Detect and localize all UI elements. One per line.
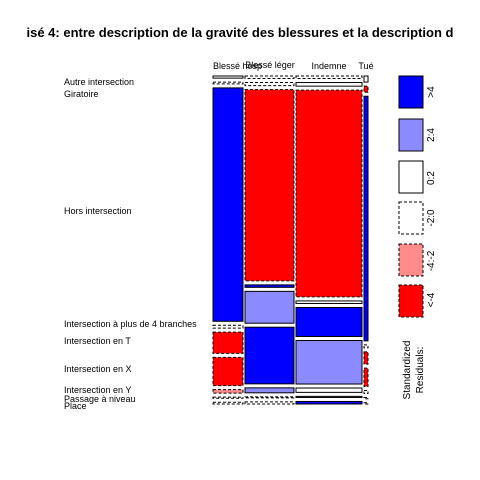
legend-swatch — [399, 285, 423, 317]
legend-swatch — [399, 161, 423, 193]
legend-label-neg4-neg2: -4:-2 — [426, 250, 437, 271]
mosaic-tiles — [213, 76, 368, 404]
mosaic-tile — [364, 76, 368, 82]
legend-title-line2: Residuals: — [415, 347, 426, 394]
mosaic-tile — [213, 332, 243, 353]
mosaic-tile — [296, 76, 362, 79]
legend: >4 2:4 0:2 -2:0 -4:-2 <-4 Standardized R… — [399, 76, 437, 399]
mosaic-tile — [213, 76, 243, 78]
mosaic-tile — [296, 307, 362, 336]
row-labels: Autre intersection Giratoire Hors inters… — [64, 77, 197, 411]
mosaic-tile — [245, 82, 294, 85]
mosaic-tile — [245, 388, 294, 393]
mosaic-tile — [364, 368, 368, 386]
mosaic-tile — [245, 90, 294, 281]
mosaic-tile — [296, 340, 362, 384]
legend-label-2-4: 2:4 — [426, 128, 437, 142]
legend-label-lt-neg4: <-4 — [426, 292, 437, 307]
chart-title: isé 4: entre description de la gravité d… — [27, 25, 454, 40]
legend-swatch — [399, 119, 423, 151]
mosaic-tile — [364, 345, 368, 348]
column-label-blesse-leger: Blessé léger — [245, 60, 295, 70]
column-label-tue: Tué — [358, 61, 373, 71]
mosaic-tile — [364, 86, 368, 92]
mosaic-tile — [245, 291, 294, 323]
row-label-autre-intersection: Autre intersection — [64, 77, 134, 87]
column-label-indemne: Indemne — [311, 61, 346, 71]
mosaic-tile — [364, 352, 368, 364]
mosaic-tile — [296, 396, 362, 397]
legend-label-gt4: >4 — [426, 86, 437, 98]
legend-swatch — [399, 202, 423, 234]
mosaic-tile — [296, 301, 362, 304]
mosaic-tile — [213, 390, 243, 394]
mosaic-tile — [213, 357, 243, 385]
mosaic-tile — [296, 90, 362, 297]
row-label-intersection-plus-4-branches: Intersection à plus de 4 branches — [64, 319, 197, 329]
mosaic-tile — [213, 397, 243, 398]
mosaic-tile — [364, 96, 368, 341]
mosaic-tile — [364, 398, 368, 399]
mosaic-tile — [364, 390, 368, 393]
legend-label-neg2-0: -2:0 — [426, 209, 437, 227]
row-label-intersection-en-t: Intersection en T — [64, 336, 131, 346]
legend-boxes — [399, 76, 423, 317]
mosaic-tile — [296, 388, 362, 392]
legend-swatch — [399, 76, 423, 108]
row-label-place: Place — [64, 401, 87, 411]
mosaic-tile — [245, 327, 294, 384]
mosaic-tile — [296, 83, 362, 87]
legend-swatch — [399, 244, 423, 276]
mosaic-tile — [245, 285, 294, 287]
mosaic-tile — [245, 397, 294, 398]
mosaic-tile — [245, 402, 294, 404]
row-label-giratoire: Giratoire — [64, 89, 99, 99]
mosaic-tile — [245, 76, 294, 78]
row-label-hors-intersection: Hors intersection — [64, 206, 132, 216]
mosaic-tile — [296, 401, 362, 404]
mosaic-tile — [364, 403, 368, 404]
mosaic-tile — [213, 88, 243, 321]
legend-title-line1: Standardized — [402, 341, 413, 400]
mosaic-tile — [213, 325, 243, 328]
mosaic-tile — [213, 82, 243, 84]
mosaic-tile — [213, 402, 243, 404]
legend-label-0-2: 0:2 — [426, 171, 437, 185]
row-label-intersection-en-x: Intersection en X — [64, 364, 132, 374]
